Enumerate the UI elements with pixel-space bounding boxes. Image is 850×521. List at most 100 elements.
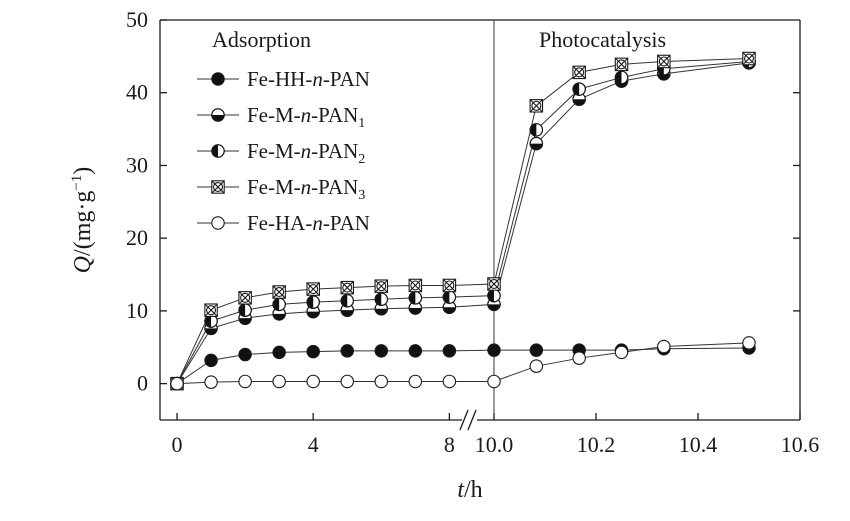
plot-frame: [159, 19, 801, 431]
legend-marker: [211, 216, 225, 230]
y-tick-label: 20: [126, 225, 148, 250]
legend-entry: Fe-M-n-PAN2: [197, 139, 365, 167]
legend-label: Fe-M-n-PAN2: [247, 139, 365, 167]
series-3-point: [572, 82, 586, 96]
series-1-point: [306, 344, 320, 359]
series-4-point: [408, 278, 423, 293]
legend-label: Fe-HA-n-PAN: [247, 211, 370, 235]
series-5-point: [487, 374, 501, 389]
x-tick-label: 10.6: [781, 432, 820, 457]
series-3-point: [487, 288, 501, 303]
y-tick-label: 10: [126, 298, 148, 323]
series-5-point: [204, 375, 218, 389]
series-5-point: [340, 374, 354, 389]
legend-marker: [211, 108, 225, 122]
series-5-point: [614, 345, 629, 360]
legend-label: Fe-M-n-PAN3: [247, 175, 365, 203]
legend-label: Fe-M-n-PAN1: [247, 103, 365, 131]
series-4-point: [614, 57, 629, 72]
series-4-point: [487, 277, 501, 291]
series-5-point: [572, 351, 586, 365]
series-4-point: [374, 279, 389, 293]
legend-label: Fe-HH-n-PAN: [247, 67, 370, 91]
series-3-point: [340, 293, 354, 308]
legend-entry: Fe-HH-n-PAN: [197, 67, 370, 91]
series-3-point: [529, 123, 544, 137]
legend-entry: Fe-M-n-PAN1: [197, 103, 365, 131]
series-3-point: [374, 292, 389, 307]
series-4-point: [204, 303, 218, 317]
axis-break-mark-2: [467, 409, 477, 431]
x-tick-label: 10.2: [577, 432, 616, 457]
series-2-point: [529, 136, 544, 151]
y-axis-unit-superscript: −1: [69, 175, 85, 191]
series-5-point: [272, 374, 286, 389]
region-label-adsorption: Adsorption: [212, 27, 311, 52]
y-axis-unit: /(mg·g: [70, 191, 96, 256]
series-3-point: [408, 291, 423, 305]
series-1-point: [374, 344, 389, 358]
series-1-point: [442, 344, 457, 358]
series-4-point: [340, 280, 354, 295]
series-3-point: [442, 290, 457, 304]
series-3-point: [614, 70, 629, 85]
series-1-point: [238, 347, 252, 362]
y-axis-variable: Q: [70, 256, 96, 273]
series-5-point: [657, 339, 671, 354]
series-5-point: [742, 336, 756, 350]
series-5-point: [408, 374, 423, 389]
axis-break-mark-1: [459, 409, 469, 431]
series-4-point: [572, 65, 586, 80]
y-axis-unit-close: ): [70, 167, 96, 175]
series-5-point: [374, 374, 389, 389]
series-5-point: [529, 359, 544, 373]
y-axis-title: Q/(mg·g−1): [69, 167, 96, 274]
series-2-point: [374, 301, 389, 316]
x-tick-label: 4: [308, 432, 319, 457]
series-3-point: [238, 303, 252, 317]
series-1-point: [340, 344, 354, 358]
x-tick-label: 10.4: [679, 432, 718, 457]
series-4-point: [272, 285, 286, 299]
axis-tick-labels: 0 10 20 30 40 50 0 4 8 10.0 10.2 10.4 10.6: [126, 7, 819, 457]
x-tick-label: 10.0: [475, 432, 514, 457]
series-2-point: [572, 92, 586, 107]
series-markers: [170, 51, 756, 391]
axis-ticks: [160, 19, 801, 420]
series-1-point: [487, 343, 501, 357]
series-4-point: [742, 51, 756, 66]
series-4-point: [442, 278, 457, 293]
legend: Fe-HH-n-PAN Fe-M-n-PAN1 Fe-M-n-PAN2 Fe-M-n-…: [197, 67, 370, 235]
series-3-point: [306, 295, 320, 309]
legend-entry: Fe-M-n-PAN3: [197, 175, 365, 203]
series-1-point: [408, 344, 423, 358]
series-5-point: [170, 376, 184, 391]
series-1-point: [272, 345, 286, 360]
y-tick-label: 30: [126, 152, 148, 177]
series-2-point: [408, 301, 423, 315]
x-tick-label: 0: [172, 432, 183, 457]
series-1-point: [204, 353, 218, 368]
y-tick-label: 40: [126, 80, 148, 105]
series-4-point: [238, 291, 252, 305]
series-4-point: [306, 282, 320, 296]
x-axis-unit: /h: [464, 477, 483, 503]
series-5-point: [306, 374, 320, 389]
x-tick-label: 8: [444, 432, 455, 457]
legend-marker: [211, 144, 225, 158]
legend-entry: Fe-HA-n-PAN: [197, 211, 370, 235]
series-4-point: [529, 99, 544, 113]
x-axis-variable: t: [457, 477, 465, 503]
region-label-photocatalysis: Photocatalysis: [539, 27, 666, 52]
legend-marker: [211, 180, 225, 194]
series-1-point: [529, 343, 544, 357]
x-axis-title: t/h: [457, 477, 482, 503]
y-tick-label: 0: [137, 371, 148, 396]
series-5-point: [238, 374, 252, 389]
series-2-point: [272, 307, 286, 321]
series-4-point: [657, 54, 671, 69]
series-5-point: [442, 374, 457, 389]
legend-marker: [211, 72, 225, 86]
series-3-point: [272, 297, 286, 312]
